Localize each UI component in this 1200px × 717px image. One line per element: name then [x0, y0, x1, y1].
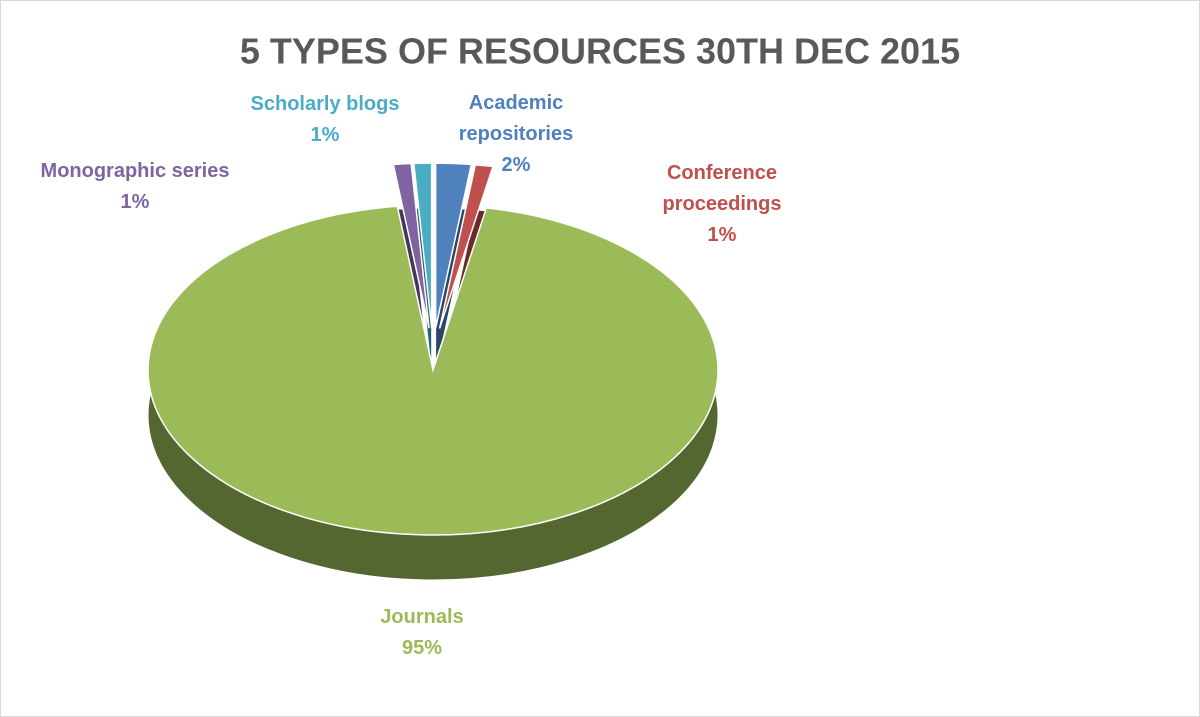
chart-title: 5 TYPES OF RESOURCES 30TH DEC 2015: [240, 31, 960, 72]
data-label: Conference proceedings 1%: [652, 158, 792, 251]
slice: [434, 162, 473, 329]
slice: [392, 162, 430, 329]
pie: [147, 162, 719, 581]
value-label: 2%: [501, 154, 531, 176]
value-label: 1%: [120, 191, 150, 213]
category-label: Monographic series: [40, 160, 230, 182]
data-label: Journals 95%: [322, 602, 522, 664]
value-label: 95%: [401, 637, 443, 659]
category-label: Academic repositories: [458, 92, 574, 145]
category-label: Scholarly blogs: [250, 93, 400, 115]
slice: [147, 205, 719, 536]
category-label: Journals: [380, 606, 464, 628]
data-label: Academic repositories 2%: [446, 88, 586, 181]
category-label: Conference proceedings: [662, 162, 782, 215]
data-label: Monographic series 1%: [20, 156, 250, 218]
value-label: 1%: [310, 124, 340, 146]
slice: [438, 164, 494, 329]
slice: [412, 162, 433, 329]
data-label: Scholarly blogs 1%: [230, 89, 420, 151]
value-label: 1%: [707, 224, 737, 246]
